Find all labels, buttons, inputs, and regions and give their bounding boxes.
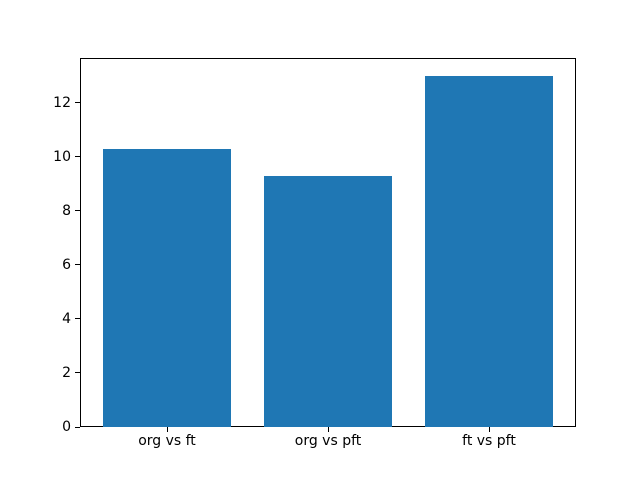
y-tick-label: 0	[62, 419, 71, 435]
y-tick-mark	[75, 264, 80, 266]
x-tick-label: org vs ft	[138, 433, 196, 449]
y-tick-label: 8	[62, 202, 71, 219]
y-tick-mark	[75, 102, 80, 104]
y-tick-mark	[75, 318, 80, 320]
y-tick-label: 6	[62, 256, 71, 273]
bar-ft-vs-pft	[424, 75, 554, 427]
y-tick-mark	[75, 156, 80, 158]
x-tick-mark	[166, 427, 168, 432]
x-tick-mark	[327, 427, 329, 432]
bar-org-vs-ft	[102, 148, 232, 427]
x-tick-mark	[488, 427, 490, 432]
y-tick-label: 12	[53, 94, 71, 111]
y-tick-mark	[75, 210, 80, 212]
y-tick-label: 2	[62, 364, 71, 381]
y-tick-label: 10	[53, 148, 71, 165]
x-tick-label: ft vs pft	[462, 433, 516, 449]
y-tick-label: 4	[62, 310, 71, 327]
plot-area: 0 2 4 6 8 10 12 org vs ft org vs pft ft vs pft	[53, 58, 576, 449]
y-tick-mark	[75, 426, 80, 428]
y-tick-mark	[75, 372, 80, 374]
bar-org-vs-pft	[263, 175, 393, 427]
x-tick-label: org vs pft	[294, 433, 362, 449]
